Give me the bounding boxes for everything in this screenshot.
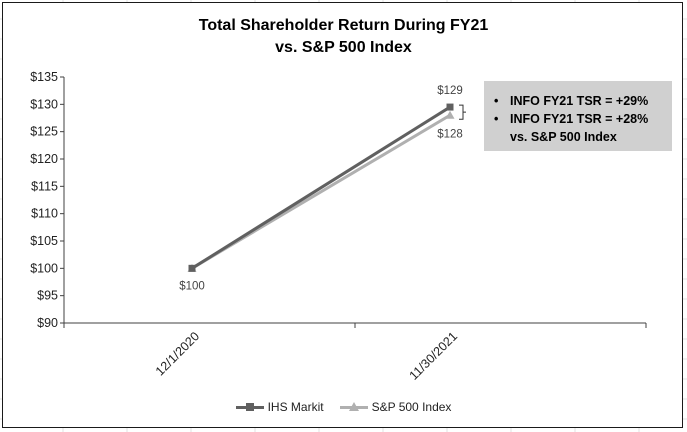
data-label-sp-end: $128 xyxy=(437,128,463,140)
y-tick-label: $95 xyxy=(37,289,58,303)
bullet-icon: • xyxy=(494,112,499,126)
bullet-icon: • xyxy=(494,94,499,108)
data-label-start: $100 xyxy=(179,280,205,292)
chart-frame[interactable] xyxy=(2,2,683,428)
legend-label: IHS Markit xyxy=(267,400,324,414)
y-tick-label: $110 xyxy=(31,207,58,221)
triangle-marker-icon xyxy=(339,402,368,412)
tsr-callout-box: • INFO FY21 TSR = +29% • INFO FY21 TSR =… xyxy=(484,81,672,151)
chart-legend[interactable]: IHS Markit S&P 500 Index xyxy=(0,400,687,414)
callout-item-info: • INFO FY21 TSR = +29% xyxy=(494,92,664,110)
callout-text: INFO FY21 TSR = +28% vs. S&P 500 Index xyxy=(510,112,649,144)
y-tick-label: $120 xyxy=(30,152,58,166)
legend-entry-sp500[interactable]: S&P 500 Index xyxy=(339,400,452,414)
y-tick-label: $105 xyxy=(30,234,58,248)
legend-entry-ihs-markit[interactable]: IHS Markit xyxy=(235,400,324,414)
y-tick-label: $135 xyxy=(30,70,58,84)
data-label-ihs-end: $129 xyxy=(437,85,463,97)
data-point-sp500-1[interactable] xyxy=(445,110,455,119)
y-tick-label: $130 xyxy=(30,97,58,111)
square-marker-icon xyxy=(235,402,264,412)
data-point-ihs-markit-1[interactable] xyxy=(446,103,454,111)
difference-bracket xyxy=(459,104,466,120)
y-tick-label: $125 xyxy=(30,125,58,139)
data-point-ihs-markit-0[interactable] xyxy=(188,264,196,272)
y-tick-label: $90 xyxy=(37,316,58,330)
chart-subtitle: vs. S&P 500 Index xyxy=(275,39,412,56)
y-tick-label: $100 xyxy=(30,261,58,275)
series-line-ihs-markit[interactable] xyxy=(191,105,451,270)
x-tick-label: 12/1/2020 xyxy=(153,329,202,378)
callout-text: INFO FY21 TSR = +29% xyxy=(510,94,649,108)
y-tick-label: $115 xyxy=(31,179,58,193)
legend-label: S&P 500 Index xyxy=(371,400,452,414)
x-tick-label: 11/30/2021 xyxy=(407,329,461,383)
chart-title: Total Shareholder Return During FY21 xyxy=(198,17,489,34)
callout-item-vs-sp500: • INFO FY21 TSR = +28% vs. S&P 500 Index xyxy=(494,110,664,146)
